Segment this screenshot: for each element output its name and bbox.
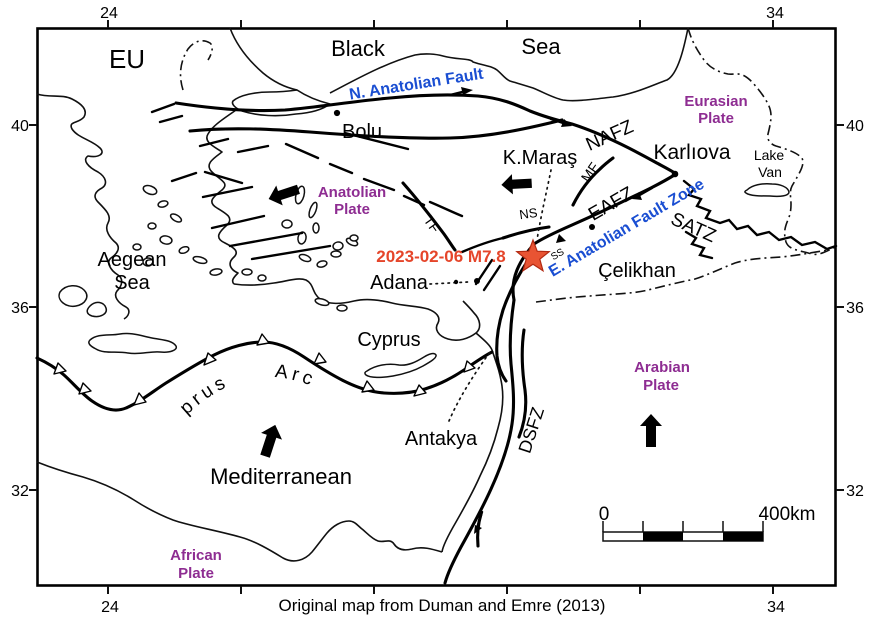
- anatolian-lakes: [281, 185, 359, 251]
- axis-label-left-40: 40: [11, 118, 29, 135]
- city-label-adana: Adana: [370, 272, 429, 294]
- city-dots: [333, 109, 679, 285]
- label-van: Van: [758, 164, 782, 180]
- fault-label-mf: MF: [578, 159, 603, 185]
- bolu-dot: [333, 109, 341, 117]
- crete-island: [88, 332, 178, 355]
- city-label-karliova: Karlıova: [653, 141, 730, 164]
- plate-label-anatolian-1: Anatolian: [318, 184, 386, 201]
- map-caption: Original map from Duman and Emre (2013): [279, 596, 606, 615]
- lake-van-shape: [744, 183, 790, 198]
- map-frame: [36, 27, 837, 587]
- earthquake-star-icon: [515, 238, 551, 273]
- axis-label-right-40: 40: [846, 118, 864, 135]
- anatolian-motion-arrow: [268, 184, 300, 206]
- label-black-sea: Sea: [521, 34, 561, 59]
- sea-label-aegean-1: Aegean: [98, 249, 167, 271]
- plate-motion-arrows: [260, 174, 662, 458]
- leader-lines: [429, 169, 552, 422]
- cyprus-arc-word-2: Arc: [274, 361, 315, 391]
- tf-line: [401, 181, 457, 252]
- coastlines: [36, 27, 790, 562]
- fault-label-n-anatolian: N. Anatolian Fault: [348, 65, 485, 103]
- axis-label-right-32: 32: [846, 483, 864, 500]
- city-label-antakya: Antakya: [405, 428, 478, 450]
- plate-label-eurasian-1: Eurasian: [684, 93, 747, 110]
- kmaras-motion-arrow: [501, 174, 532, 195]
- fault-label-dsfz: DSFZ: [515, 405, 549, 456]
- scale-bar: [602, 521, 764, 542]
- axis-label-right-36: 36: [846, 300, 864, 317]
- dsfz-line: [443, 298, 516, 585]
- karliova-junction-dot: [671, 170, 679, 178]
- mf-line: [571, 156, 615, 207]
- plate-label-arabian-1: Arabian: [634, 359, 690, 376]
- nafz-line: [174, 93, 678, 176]
- adana-dot: [474, 278, 480, 284]
- axis-labels: 24 34 24 34 40 36 32 40 36 32: [11, 5, 864, 616]
- label-lake: Lake: [754, 147, 785, 163]
- fault-label-ns: NS: [518, 205, 538, 222]
- island-label-cyprus: Cyprus: [357, 329, 420, 351]
- arabian-motion-arrow: [640, 414, 662, 447]
- nafz-south-strand: [188, 118, 564, 140]
- axis-ticks: [29, 20, 844, 594]
- axis-label-top-34: 34: [766, 5, 784, 22]
- aegean-islands: [132, 184, 359, 312]
- satz-line: [682, 179, 838, 251]
- axis-label-top-24: 24: [100, 5, 118, 22]
- fault-lines: [35, 93, 838, 585]
- plate-label-african-2: Plate: [178, 565, 214, 582]
- axis-label-bottom-24: 24: [101, 599, 119, 616]
- label-black: Black: [331, 36, 386, 61]
- map-labels: EU Black Sea N. Anatolian Fault Eurasian…: [0, 0, 816, 615]
- sea-label-mediterranean: Mediterranean: [210, 464, 352, 489]
- cyprus-island: [364, 352, 437, 379]
- label-eu: EU: [109, 44, 145, 74]
- scalebar-max-label: 400km: [758, 504, 815, 525]
- city-label-bolu: Bolu: [342, 121, 382, 143]
- fault-slip-arrows: [448, 87, 654, 534]
- plate-label-african-1: African: [170, 547, 222, 564]
- city-label-kmaras: K.Maraş: [503, 147, 577, 169]
- plate-label-eurasian-2: Plate: [698, 110, 734, 127]
- earthquake-label: 2023-02-06 M7.8: [376, 247, 505, 266]
- axis-label-left-36: 36: [11, 300, 29, 317]
- city-label-celikhan: Çelikhan: [598, 260, 676, 282]
- plate-label-anatolian-2: Plate: [334, 201, 370, 218]
- scalebar-zero-label: 0: [599, 504, 610, 525]
- sea-label-aegean-2: Sea: [114, 272, 150, 294]
- mediterranean-motion-arrow: [260, 424, 283, 458]
- axis-label-left-32: 32: [11, 483, 29, 500]
- cyprus-arc-teeth: [53, 333, 476, 406]
- fault-label-tf: TF: [421, 213, 444, 236]
- axis-label-bottom-34: 34: [767, 599, 785, 616]
- political-borders: [179, 27, 837, 303]
- ns-line: [501, 225, 551, 240]
- plate-label-arabian-2: Plate: [643, 377, 679, 394]
